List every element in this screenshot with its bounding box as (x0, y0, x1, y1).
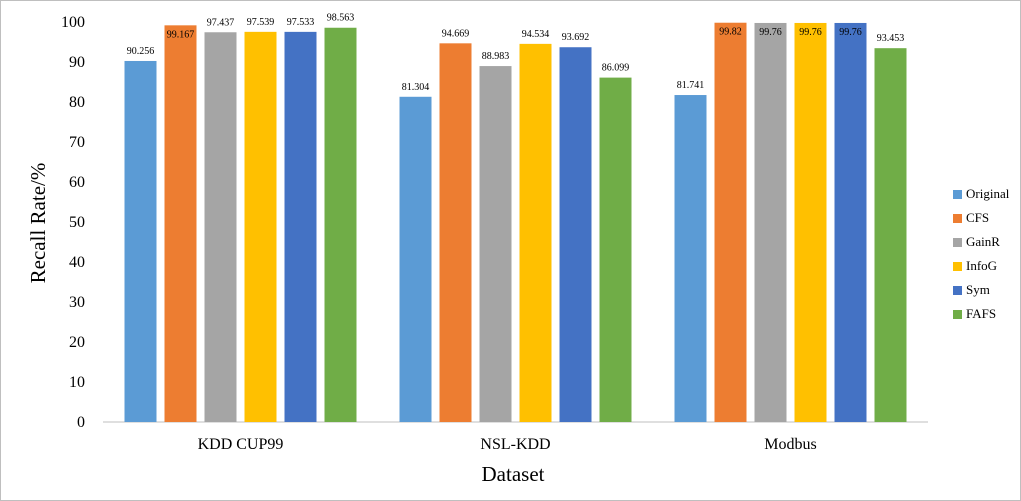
y-tick-label: 0 (77, 414, 85, 431)
legend-label: GainR (966, 234, 1000, 249)
bar-sym-0 (284, 31, 317, 422)
bar-gainr-1 (479, 66, 512, 423)
bar-infog-0 (244, 31, 277, 423)
legend-swatch (953, 214, 962, 223)
data-label: 94.534 (522, 29, 550, 40)
y-tick-label: 70 (69, 134, 85, 151)
y-axis-ticks: 0 10 20 30 40 50 60 70 80 90 100 (61, 14, 85, 431)
y-tick-label: 40 (69, 254, 85, 271)
legend-label: Original (966, 186, 1010, 201)
x-category-label: KDD CUP99 (198, 436, 284, 453)
y-tick-label: 90 (69, 54, 85, 71)
bar-infog-2 (794, 22, 827, 423)
bar-original-0 (124, 60, 157, 422)
legend-swatch (953, 286, 962, 295)
y-tick-label: 80 (69, 94, 85, 111)
data-label: 93.692 (562, 32, 590, 43)
data-label: 97.437 (207, 17, 235, 28)
data-label: 99.76 (759, 27, 782, 38)
data-label: 99.82 (719, 27, 742, 38)
y-tick-label: 10 (69, 374, 85, 391)
bar-sym-2 (834, 22, 867, 423)
y-axis-title: Recall Rate/% (26, 163, 50, 284)
legend: Original CFS GainR InfoG Sym FAFS (953, 186, 1010, 321)
data-label: 93.453 (877, 33, 905, 44)
data-label: 88.983 (482, 51, 510, 62)
data-label: 99.76 (839, 27, 862, 38)
y-tick-label: 20 (69, 334, 85, 351)
bar-sym-1 (559, 47, 592, 423)
legend-label: InfoG (966, 258, 997, 273)
y-tick-label: 50 (69, 214, 85, 231)
bar-infog-1 (519, 43, 552, 422)
legend-label: Sym (966, 282, 990, 297)
legend-swatch (953, 262, 962, 271)
bar-original-2 (674, 95, 707, 422)
bar-cfs-1 (439, 43, 472, 422)
data-label: 99.76 (799, 27, 822, 38)
bars (124, 22, 907, 423)
y-tick-label: 30 (69, 294, 85, 311)
bar-gainr-2 (754, 22, 787, 423)
y-tick-label: 100 (61, 14, 85, 31)
x-category-label: NSL-KDD (480, 436, 550, 453)
legend-swatch (953, 190, 962, 199)
data-label: 86.099 (602, 63, 630, 74)
bar-cfs-0 (164, 25, 197, 422)
bar-original-1 (399, 96, 432, 422)
legend-swatch (953, 238, 962, 247)
bar-fafs-0 (324, 27, 357, 423)
bar-fafs-2 (874, 48, 907, 423)
data-label: 81.304 (402, 82, 430, 93)
data-label: 99.167 (167, 29, 195, 40)
legend-label: FAFS (966, 306, 996, 321)
bar-fafs-1 (599, 77, 632, 422)
bar-gainr-0 (204, 32, 237, 422)
y-tick-label: 60 (69, 174, 85, 191)
data-label: 90.256 (127, 46, 155, 57)
legend-label: CFS (966, 210, 989, 225)
x-axis-categories: KDD CUP99 NSL-KDD Modbus (198, 436, 817, 453)
data-labels: 90.256 99.167 97.437 97.539 97.533 98.563 81.3… (127, 13, 905, 93)
data-label: 94.669 (442, 28, 470, 39)
bar-cfs-2 (714, 22, 747, 422)
data-label: 97.533 (287, 17, 315, 28)
data-label: 97.539 (247, 17, 275, 28)
x-category-label: Modbus (764, 436, 816, 453)
data-label: 98.563 (327, 13, 355, 24)
data-label: 81.741 (677, 80, 705, 91)
x-axis-title: Dataset (482, 462, 545, 486)
legend-swatch (953, 310, 962, 319)
